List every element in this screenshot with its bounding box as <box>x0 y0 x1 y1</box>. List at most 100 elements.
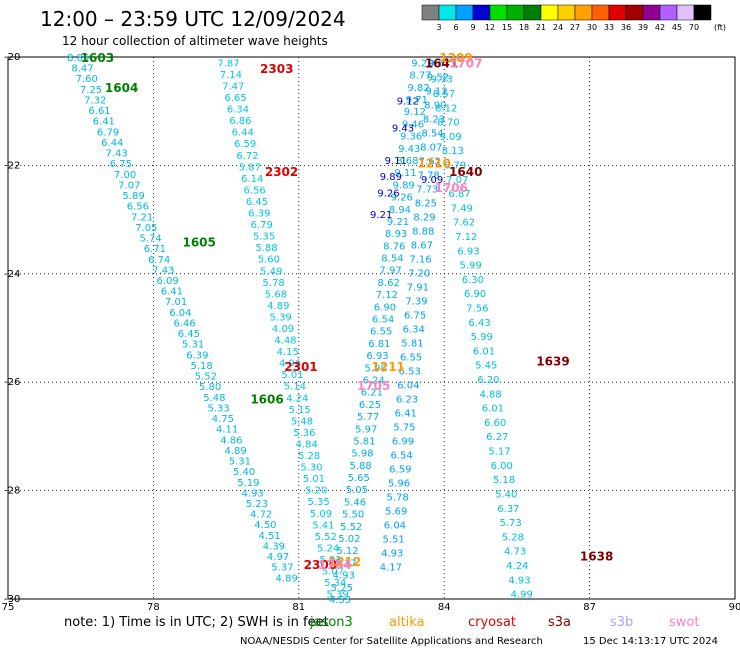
swh-value: 8.47 <box>71 64 93 75</box>
swh-value: 6.23 <box>396 394 418 405</box>
legend-tick: 30 <box>587 23 597 32</box>
swh-value: 5.68 <box>265 289 287 300</box>
legend-swatch <box>506 4 525 21</box>
satellite-swot: swot <box>669 615 699 630</box>
swh-value: 6.20 <box>477 375 499 386</box>
swh-value: 6.59 <box>389 464 411 475</box>
swh-value: 7.05 <box>135 223 157 234</box>
swh-value: 4.97 <box>267 552 289 563</box>
swh-value: 6.41 <box>93 117 115 128</box>
legend-tick: 39 <box>638 23 648 32</box>
swh-value: 6.45 <box>178 329 200 340</box>
swh-value: 5.52 <box>340 522 362 533</box>
pass-label: 2301 <box>284 360 317 374</box>
swh-value: 4.48 <box>274 336 296 347</box>
swh-value: 6.41 <box>161 287 183 298</box>
legend-swatch <box>489 4 508 21</box>
x-tick-label: 87 <box>583 602 596 613</box>
pass-label: 1604 <box>105 81 138 95</box>
footer-note: note: 1) Time is in UTC; 2) SWH is in fe… <box>64 615 329 630</box>
footer-credit: NOAA/NESDIS Center for Satellite Applica… <box>240 636 543 647</box>
swh-value: 6.04 <box>397 380 419 391</box>
swh-value: 6.99 <box>392 436 414 447</box>
swh-value: 5.40 <box>495 489 517 500</box>
swh-value: 6.44 <box>101 138 123 149</box>
swh-value: 6.72 <box>236 151 258 162</box>
swh-value: 9.87 <box>428 58 450 69</box>
swh-value: 5.34 <box>324 578 346 589</box>
satellite-s3a: s3a <box>548 615 571 630</box>
swh-value: 6.00 <box>491 461 513 472</box>
swh-value: 5.96 <box>388 478 410 489</box>
swh-value: 5.01 <box>281 370 303 381</box>
x-tick-label: 84 <box>438 602 451 613</box>
swh-value: 7.07 <box>118 180 140 191</box>
swh-value: 8.23 <box>423 114 445 125</box>
satellite-jason3: jason3 <box>309 615 353 630</box>
swh-value: 6.54 <box>372 315 394 326</box>
pass-label: 1706 <box>435 181 468 195</box>
swh-value: 4.89 <box>225 446 247 457</box>
swh-value: 5.77 <box>357 412 379 423</box>
color-legend: 3 6 9 12 15 18 21 24 27 30 33 36 39 42 45 70 (ft) <box>421 4 726 32</box>
swh-value: 7.56 <box>466 304 488 315</box>
swh-value: 9.11 <box>394 168 416 179</box>
swh-value: 4.96 <box>279 359 301 370</box>
swh-value: 9.36 <box>400 132 422 143</box>
swh-value: 8.77 <box>409 71 431 82</box>
swh-value: 5.18 <box>190 361 212 372</box>
swh-value: 5.24 <box>317 543 339 554</box>
pass-label: 1605 <box>182 235 215 249</box>
swh-value: 5.35 <box>253 232 275 243</box>
y-tick-label: -26 <box>4 377 20 388</box>
satellite-legend: jason3 altika cryosat s3a s3b swot <box>309 615 699 630</box>
swh-value: 6.21 <box>361 388 383 399</box>
swh-value: 7.62 <box>419 156 441 167</box>
swh-value: 8.57 <box>433 89 455 100</box>
swh-value: 7.16 <box>409 254 431 265</box>
swh-value: 6.24 <box>363 375 385 386</box>
swh-value: 7.91 <box>407 282 429 293</box>
swh-value: 8.90 <box>424 100 446 111</box>
legend-swatch <box>472 4 491 21</box>
swh-value-high: 9.21 <box>370 210 392 221</box>
pass-label: 1704 <box>318 558 351 572</box>
swh-value: 7.60 <box>76 74 98 85</box>
swh-value: 6.37 <box>497 504 519 515</box>
swh-value: 7.47 <box>222 82 244 93</box>
swh-value: 5.51 <box>382 534 404 545</box>
swh-value: 5.23 <box>246 499 268 510</box>
plot-frame <box>7 56 736 600</box>
swh-value: 9.73 <box>431 75 453 86</box>
swh-value: 6.46 <box>173 318 195 329</box>
legend-tick: 70 <box>689 23 699 32</box>
swh-value: 4.11 <box>216 425 238 436</box>
swh-value: 6.01 <box>473 346 495 357</box>
pass-label: 1639 <box>536 355 569 369</box>
swh-value: 5.33 <box>207 403 229 414</box>
legend-swatch <box>574 4 593 21</box>
x-tick-label: 81 <box>292 602 305 613</box>
swh-value: 6.90 <box>374 302 396 313</box>
swh-value: 4.89 <box>267 301 289 312</box>
swh-value: 4.72 <box>250 510 272 521</box>
swh-value: 4.53 <box>329 595 351 606</box>
pass-label: 1640 <box>449 165 482 179</box>
legend-tick: 15 <box>502 23 512 32</box>
swh-value: 4.75 <box>212 414 234 425</box>
swh-value: 6.04 <box>169 308 191 319</box>
swh-value: 5.74 <box>139 234 161 245</box>
swh-value: 8.54 <box>421 128 443 139</box>
pass-label: 1603 <box>81 51 114 65</box>
swh-value: 5.20 <box>305 486 327 497</box>
legend-swatch <box>693 4 712 21</box>
swh-value: 5.01 <box>303 474 325 485</box>
swh-value: 5.36 <box>293 428 315 439</box>
pass-label: 1210 <box>418 157 451 171</box>
swh-value: 6.59 <box>234 139 256 150</box>
swh-value: 5.81 <box>353 436 375 447</box>
swh-value: 5.18 <box>493 475 515 486</box>
swh-value: 6.55 <box>400 352 422 363</box>
swh-value: 6.79 <box>97 127 119 138</box>
swh-value: 4.51 <box>259 531 281 542</box>
